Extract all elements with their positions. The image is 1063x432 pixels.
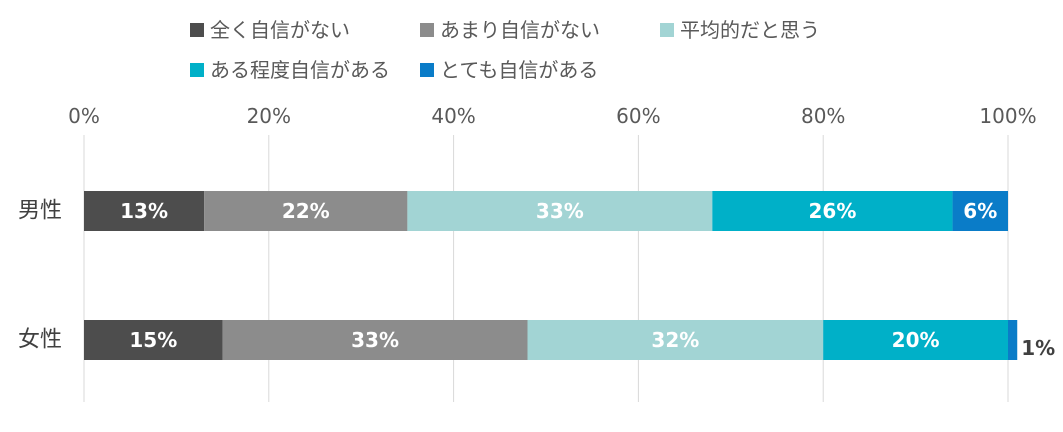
x-tick-label: 60% (616, 104, 660, 128)
legend-label-series-5: とても自信がある (440, 58, 598, 82)
x-tick-label: 20% (247, 104, 291, 128)
data-label-series-4: 20% (892, 328, 940, 352)
data-labels: 13% 22% 33% 26% 6% 15% 33% 32% 20% 1% (120, 199, 1055, 360)
data-label-series-2: 33% (351, 328, 399, 352)
bar-segment-series-1 (84, 191, 205, 231)
bar-segment-series-3 (527, 320, 824, 360)
legend-label-series-4: ある程度自信がある (210, 58, 390, 82)
data-label-series-4: 26% (809, 199, 857, 223)
legend-swatch-series-4 (190, 63, 204, 77)
legend-label-series-3: 平均的だと思う (680, 18, 820, 42)
category-label: 男性 (18, 199, 62, 224)
data-label-series-5: 6% (963, 199, 997, 223)
x-tick-label: 100% (979, 104, 1036, 128)
x-tick-label: 80% (801, 104, 845, 128)
data-label-series-1: 13% (120, 199, 168, 223)
bar-segment-series-2 (222, 320, 528, 360)
bars (84, 191, 1018, 360)
category-label: 女性 (18, 328, 62, 353)
bar-segment-series-5 (1008, 320, 1018, 360)
data-label-series-2: 22% (282, 199, 330, 223)
legend-label-series-1: 全く自信がない (210, 18, 350, 42)
bar-segment-series-4 (712, 191, 953, 231)
legend-swatch-series-1 (190, 23, 204, 37)
x-tick-label: 40% (431, 104, 475, 128)
data-label-series-1: 15% (129, 328, 177, 352)
x-tick-label: 0% (68, 104, 100, 128)
bar-segment-series-2 (204, 191, 408, 231)
legend-label-series-2: あまり自信がない (440, 18, 600, 42)
gridlines (83, 135, 1009, 402)
legend-swatch-series-5 (420, 63, 434, 77)
bar-segment-series-1 (84, 320, 223, 360)
bar-segment-series-4 (823, 320, 1008, 360)
data-label-series-3: 32% (651, 328, 699, 352)
bar-segment-series-5 (952, 191, 1008, 231)
bar-segment-series-3 (407, 191, 713, 231)
data-label-series-3: 33% (536, 199, 584, 223)
x-axis-ticks: 0% 20% 40% 60% 80% 100% (68, 104, 1036, 128)
legend-swatch-series-3 (660, 23, 674, 37)
data-label-series-5: 1% (1021, 336, 1055, 360)
legend-swatch-series-2 (420, 23, 434, 37)
